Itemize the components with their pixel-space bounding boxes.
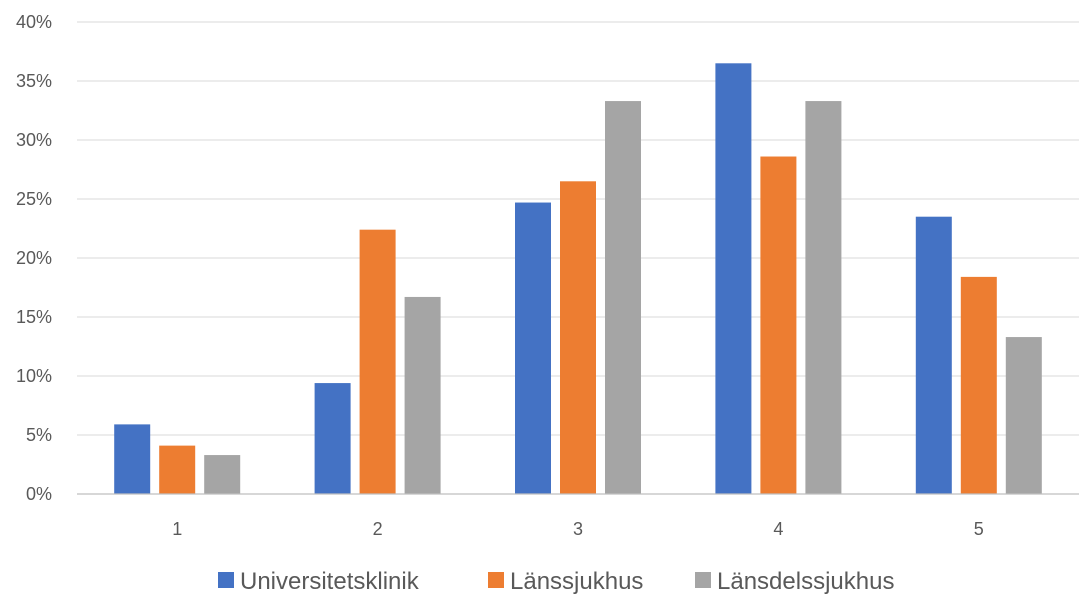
- x-tick-label: 1: [172, 519, 182, 539]
- bar: [515, 202, 551, 495]
- bar: [915, 216, 952, 494]
- bar: [605, 101, 641, 494]
- x-axis-ticks: 1 2 3 4 5: [172, 519, 984, 539]
- bar: [159, 445, 196, 494]
- bar: [204, 455, 241, 494]
- bar: [359, 229, 396, 494]
- bar: [314, 383, 351, 494]
- y-tick-label: 20%: [16, 248, 52, 268]
- y-axis-ticks: 0% 5% 10% 15% 20% 25% 30% 35% 40%: [16, 12, 52, 504]
- x-tick-label: 2: [373, 519, 383, 539]
- y-tick-label: 10%: [16, 366, 52, 386]
- legend-swatch: [218, 572, 234, 588]
- legend-label: Länssjukhus: [510, 568, 643, 595]
- y-tick-label: 40%: [16, 12, 52, 32]
- legend-swatch: [488, 572, 504, 588]
- bar: [805, 101, 842, 494]
- legend-label: Länsdelssjukhus: [717, 568, 894, 595]
- bar: [715, 63, 752, 495]
- bar: [114, 424, 151, 494]
- y-tick-label: 35%: [16, 71, 52, 91]
- legend-swatch: [695, 572, 711, 588]
- y-tick-label: 25%: [16, 189, 52, 209]
- bar: [560, 181, 596, 495]
- y-tick-label: 30%: [16, 130, 52, 150]
- y-tick-label: 5%: [26, 425, 52, 445]
- y-tick-label: 0%: [26, 484, 52, 504]
- legend-label: Universitetsklinik: [240, 568, 420, 595]
- legend: Universitetsklinik Länssjukhus Länsdelssju…: [218, 568, 894, 595]
- bars: [114, 63, 1042, 495]
- bar: [960, 276, 997, 494]
- y-tick-label: 15%: [16, 307, 52, 327]
- x-tick-label: 5: [974, 519, 984, 539]
- bar: [760, 156, 797, 494]
- x-tick-label: 4: [773, 519, 783, 539]
- x-tick-label: 3: [573, 519, 583, 539]
- bar: [1005, 337, 1042, 494]
- bar: [404, 296, 441, 494]
